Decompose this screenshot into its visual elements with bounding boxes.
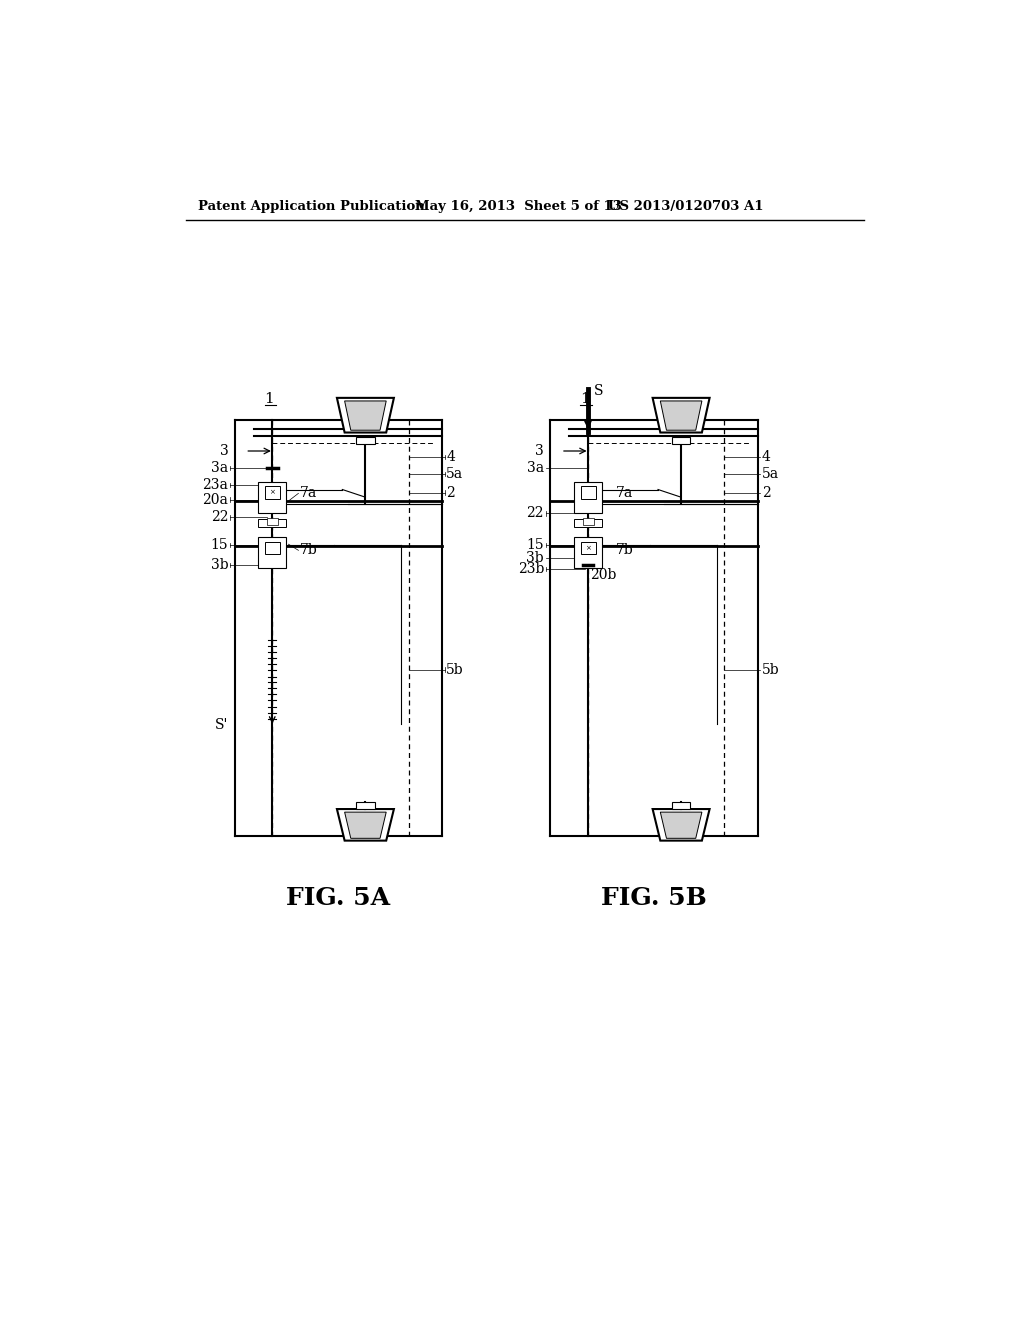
Bar [356,803,375,809]
Bar [672,437,690,444]
Text: 7b: 7b [300,544,317,557]
Bar [265,541,280,554]
Text: 2: 2 [762,486,771,499]
Text: 15: 15 [526,539,544,552]
Text: 4: 4 [446,450,455,465]
Bar [672,803,690,809]
Text: 15: 15 [211,539,228,552]
Text: FIG. 5A: FIG. 5A [287,886,390,909]
Polygon shape [337,809,394,841]
Text: 5a: 5a [446,467,464,480]
Text: 3: 3 [536,444,544,458]
Bar [356,437,375,444]
Text: 3b: 3b [211,558,228,572]
Polygon shape [337,397,394,433]
Bar [581,541,596,554]
Text: US 2013/0120703 A1: US 2013/0120703 A1 [608,199,764,213]
Text: 22: 22 [526,507,544,520]
Text: S': S' [215,718,228,733]
Text: May 16, 2013  Sheet 5 of 13: May 16, 2013 Sheet 5 of 13 [416,199,623,213]
Polygon shape [652,397,710,433]
Text: 7a: 7a [300,486,317,500]
Text: 7b: 7b [615,544,634,557]
Text: 23b: 23b [518,562,544,576]
Polygon shape [345,401,386,430]
Text: 5a: 5a [762,467,779,480]
Text: FIG. 5B: FIG. 5B [601,886,707,909]
Bar [258,537,286,568]
Text: 20b: 20b [590,568,616,582]
Text: 22: 22 [211,511,228,524]
Text: ×: × [585,545,591,550]
Text: 3b: 3b [526,550,544,565]
Text: S: S [594,384,603,397]
Text: 1: 1 [581,392,590,405]
Text: ×: × [269,490,275,495]
Bar [574,519,602,527]
Text: Patent Application Publication: Patent Application Publication [199,199,425,213]
Polygon shape [652,809,710,841]
Bar [258,482,286,512]
Text: 1: 1 [264,392,274,405]
Bar [265,486,280,499]
Bar [581,486,596,499]
Text: 3a: 3a [527,461,544,475]
Bar [258,519,286,527]
Bar [267,517,279,525]
Bar [574,482,602,512]
Bar [583,517,594,525]
Text: 3: 3 [219,444,228,458]
Polygon shape [345,812,386,838]
Polygon shape [660,401,701,430]
Text: 23a: 23a [203,478,228,492]
Text: 3a: 3a [211,461,228,475]
Polygon shape [660,812,701,838]
Text: 5b: 5b [762,663,779,677]
Text: 2: 2 [446,486,455,499]
Text: 7a: 7a [615,486,633,500]
Text: 5b: 5b [446,663,464,677]
Text: 4: 4 [762,450,771,465]
Bar [574,537,602,568]
Text: 20a: 20a [203,492,228,507]
